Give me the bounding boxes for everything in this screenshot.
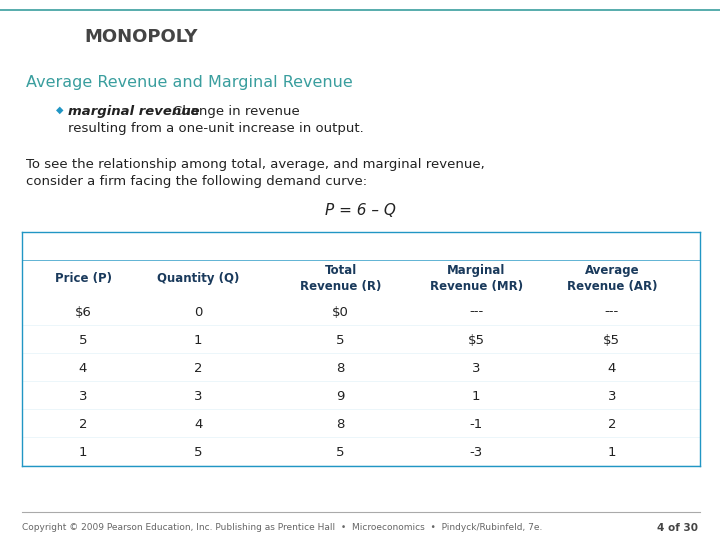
Text: $5: $5 <box>603 334 621 347</box>
Text: $6: $6 <box>75 306 91 319</box>
Text: ---: --- <box>605 306 619 319</box>
Text: 4: 4 <box>194 417 202 430</box>
Text: Average
Revenue (AR): Average Revenue (AR) <box>567 265 657 294</box>
Text: -3: -3 <box>469 446 483 458</box>
Text: consider a firm facing the following demand curve:: consider a firm facing the following dem… <box>26 175 367 188</box>
Text: 2: 2 <box>78 417 87 430</box>
Text: 1: 1 <box>194 334 202 347</box>
Text: 1: 1 <box>608 446 616 458</box>
Text: 3: 3 <box>194 389 202 402</box>
Text: 5: 5 <box>336 446 345 458</box>
Text: 5: 5 <box>78 334 87 347</box>
Text: 0: 0 <box>194 306 202 319</box>
Text: Chapter 10:  Market Power: Monopoly and Monopsony: Chapter 10: Market Power: Monopoly and M… <box>7 165 13 360</box>
Text: TABLE 10.1: TABLE 10.1 <box>32 240 111 253</box>
Text: 5: 5 <box>194 446 202 458</box>
Text: 4: 4 <box>608 361 616 375</box>
Text: 5: 5 <box>336 334 345 347</box>
Text: 4 of 30: 4 of 30 <box>657 523 698 533</box>
Text: Average Revenue and Marginal Revenue: Average Revenue and Marginal Revenue <box>26 75 353 90</box>
Text: 3: 3 <box>78 389 87 402</box>
Text: Total, Marginal, and Average Revenue: Total, Marginal, and Average Revenue <box>171 239 469 253</box>
Text: -1: -1 <box>469 417 483 430</box>
Text: 10.1: 10.1 <box>26 28 70 46</box>
Text: 4: 4 <box>78 361 87 375</box>
Text: marginal revenue: marginal revenue <box>68 105 199 118</box>
Text: $0: $0 <box>332 306 349 319</box>
Text: 1: 1 <box>472 389 480 402</box>
Text: 8: 8 <box>336 417 345 430</box>
Text: Marginal
Revenue (MR): Marginal Revenue (MR) <box>430 265 523 294</box>
Text: ---: --- <box>469 306 483 319</box>
Text: P = 6 – Q: P = 6 – Q <box>325 203 395 218</box>
Text: 9: 9 <box>336 389 345 402</box>
Text: Price (P): Price (P) <box>55 273 112 286</box>
Text: Total
Revenue (R): Total Revenue (R) <box>300 265 382 294</box>
Text: 2: 2 <box>194 361 202 375</box>
Text: Change in revenue: Change in revenue <box>173 105 300 118</box>
Text: 2: 2 <box>608 417 616 430</box>
Text: MONOPOLY: MONOPOLY <box>84 28 197 46</box>
Text: To see the relationship among total, average, and marginal revenue,: To see the relationship among total, ave… <box>26 158 485 171</box>
Text: $5: $5 <box>468 334 485 347</box>
Text: resulting from a one-unit increase in output.: resulting from a one-unit increase in ou… <box>68 122 364 135</box>
Text: 3: 3 <box>608 389 616 402</box>
Text: Quantity (Q): Quantity (Q) <box>157 273 240 286</box>
Text: ◆: ◆ <box>56 105 63 115</box>
Text: 1: 1 <box>78 446 87 458</box>
Text: 3: 3 <box>472 361 480 375</box>
Text: Copyright © 2009 Pearson Education, Inc. Publishing as Prentice Hall  •  Microec: Copyright © 2009 Pearson Education, Inc.… <box>22 523 542 532</box>
Text: 8: 8 <box>336 361 345 375</box>
